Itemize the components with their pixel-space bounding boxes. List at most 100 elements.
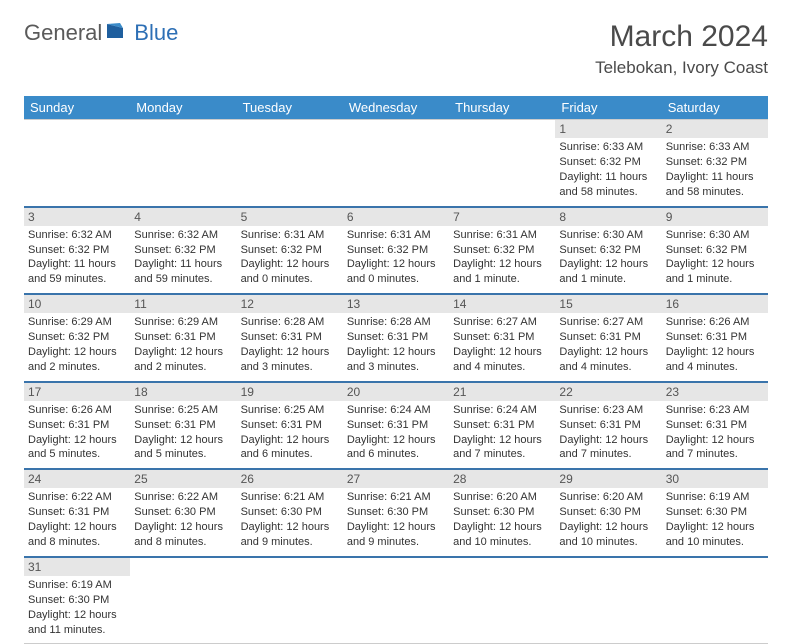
empty-cell	[662, 557, 768, 644]
day-cell: 21Sunrise: 6:24 AMSunset: 6:31 PMDayligh…	[449, 382, 555, 470]
calendar-week-row: 10Sunrise: 6:29 AMSunset: 6:32 PMDayligh…	[24, 294, 768, 382]
sunset-text: Sunset: 6:31 PM	[28, 505, 126, 520]
day-detail: Sunrise: 6:27 AMSunset: 6:31 PMDaylight:…	[559, 315, 657, 374]
day-cell: 8Sunrise: 6:30 AMSunset: 6:32 PMDaylight…	[555, 207, 661, 295]
day-detail: Sunrise: 6:21 AMSunset: 6:30 PMDaylight:…	[241, 490, 339, 549]
flag-icon	[106, 22, 132, 45]
sunset-text: Sunset: 6:30 PM	[666, 505, 764, 520]
sunset-text: Sunset: 6:32 PM	[453, 243, 551, 258]
day-number: 6	[343, 208, 449, 226]
calendar-body: 1Sunrise: 6:33 AMSunset: 6:32 PMDaylight…	[24, 120, 768, 644]
day-number: 25	[130, 470, 236, 488]
sunrise-text: Sunrise: 6:31 AM	[347, 228, 445, 243]
day-number: 1	[555, 120, 661, 138]
sunset-text: Sunset: 6:30 PM	[241, 505, 339, 520]
sunrise-text: Sunrise: 6:27 AM	[453, 315, 551, 330]
sunset-text: Sunset: 6:31 PM	[347, 418, 445, 433]
day-header: Friday	[555, 96, 661, 120]
sunset-text: Sunset: 6:31 PM	[241, 418, 339, 433]
daylight-text: Daylight: 12 hours and 8 minutes.	[28, 520, 126, 550]
day-cell: 1Sunrise: 6:33 AMSunset: 6:32 PMDaylight…	[555, 120, 661, 207]
sunset-text: Sunset: 6:31 PM	[559, 330, 657, 345]
day-header: Thursday	[449, 96, 555, 120]
empty-cell	[24, 120, 130, 207]
sunset-text: Sunset: 6:30 PM	[453, 505, 551, 520]
day-cell: 7Sunrise: 6:31 AMSunset: 6:32 PMDaylight…	[449, 207, 555, 295]
sunrise-text: Sunrise: 6:24 AM	[347, 403, 445, 418]
empty-cell	[343, 557, 449, 644]
daylight-text: Daylight: 12 hours and 2 minutes.	[28, 345, 126, 375]
day-detail: Sunrise: 6:32 AMSunset: 6:32 PMDaylight:…	[28, 228, 126, 287]
day-number: 9	[662, 208, 768, 226]
sunrise-text: Sunrise: 6:19 AM	[666, 490, 764, 505]
logo: General Blue	[24, 20, 178, 46]
day-cell: 6Sunrise: 6:31 AMSunset: 6:32 PMDaylight…	[343, 207, 449, 295]
sunrise-text: Sunrise: 6:33 AM	[559, 140, 657, 155]
day-number: 12	[237, 295, 343, 313]
day-number: 19	[237, 383, 343, 401]
day-cell: 14Sunrise: 6:27 AMSunset: 6:31 PMDayligh…	[449, 294, 555, 382]
sunset-text: Sunset: 6:30 PM	[28, 593, 126, 608]
day-number: 18	[130, 383, 236, 401]
day-detail: Sunrise: 6:31 AMSunset: 6:32 PMDaylight:…	[453, 228, 551, 287]
day-header: Sunday	[24, 96, 130, 120]
day-detail: Sunrise: 6:24 AMSunset: 6:31 PMDaylight:…	[453, 403, 551, 462]
day-cell: 13Sunrise: 6:28 AMSunset: 6:31 PMDayligh…	[343, 294, 449, 382]
day-cell: 18 Sunrise: 6:25 AMSunset: 6:31 PMDayligh…	[130, 382, 236, 470]
day-number: 24	[24, 470, 130, 488]
day-detail: Sunrise: 6:28 AMSunset: 6:31 PMDaylight:…	[241, 315, 339, 374]
day-detail: Sunrise: 6:29 AMSunset: 6:31 PMDaylight:…	[134, 315, 232, 374]
day-detail: Sunrise: 6:30 AMSunset: 6:32 PMDaylight:…	[666, 228, 764, 287]
calendar-table: SundayMondayTuesdayWednesdayThursdayFrid…	[24, 96, 768, 644]
sunset-text: Sunset: 6:31 PM	[666, 330, 764, 345]
sunset-text: Sunset: 6:32 PM	[28, 243, 126, 258]
empty-cell	[343, 120, 449, 207]
day-cell: 23Sunrise: 6:23 AMSunset: 6:31 PMDayligh…	[662, 382, 768, 470]
daylight-text: Daylight: 12 hours and 11 minutes.	[28, 608, 126, 638]
sunset-text: Sunset: 6:31 PM	[453, 418, 551, 433]
calendar-week-row: 3Sunrise: 6:32 AMSunset: 6:32 PMDaylight…	[24, 207, 768, 295]
day-cell: 28Sunrise: 6:20 AMSunset: 6:30 PMDayligh…	[449, 469, 555, 557]
day-detail: Sunrise: 6:20 AMSunset: 6:30 PMDaylight:…	[559, 490, 657, 549]
day-detail: Sunrise: 6:22 AMSunset: 6:31 PMDaylight:…	[28, 490, 126, 549]
header: General Blue March 2024 Telebokan, Ivory…	[24, 20, 768, 78]
day-cell: 4Sunrise: 6:32 AMSunset: 6:32 PMDaylight…	[130, 207, 236, 295]
sunrise-text: Sunrise: 6:26 AM	[28, 403, 126, 418]
daylight-text: Daylight: 12 hours and 10 minutes.	[559, 520, 657, 550]
sunrise-text: Sunrise: 6:22 AM	[28, 490, 126, 505]
day-detail: Sunrise: 6:25 AMSunset: 6:31 PMDaylight:…	[134, 403, 232, 462]
empty-cell	[130, 120, 236, 207]
day-number: 22	[555, 383, 661, 401]
calendar-week-row: 1Sunrise: 6:33 AMSunset: 6:32 PMDaylight…	[24, 120, 768, 207]
day-detail: Sunrise: 6:31 AMSunset: 6:32 PMDaylight:…	[241, 228, 339, 287]
day-cell: 31Sunrise: 6:19 AMSunset: 6:30 PMDayligh…	[24, 557, 130, 644]
daylight-text: Daylight: 12 hours and 4 minutes.	[453, 345, 551, 375]
sunset-text: Sunset: 6:32 PM	[347, 243, 445, 258]
day-header: Monday	[130, 96, 236, 120]
day-number: 14	[449, 295, 555, 313]
daylight-text: Daylight: 12 hours and 1 minute.	[666, 257, 764, 287]
title-block: March 2024 Telebokan, Ivory Coast	[595, 20, 768, 78]
day-number: 4	[130, 208, 236, 226]
daylight-text: Daylight: 12 hours and 1 minute.	[453, 257, 551, 287]
daylight-text: Daylight: 12 hours and 7 minutes.	[559, 433, 657, 463]
daylight-text: Daylight: 12 hours and 1 minute.	[559, 257, 657, 287]
logo-text-general: General	[24, 20, 102, 46]
empty-cell	[449, 557, 555, 644]
daylight-text: Daylight: 12 hours and 4 minutes.	[559, 345, 657, 375]
daylight-text: Daylight: 12 hours and 7 minutes.	[666, 433, 764, 463]
daylight-text: Daylight: 12 hours and 0 minutes.	[241, 257, 339, 287]
sunset-text: Sunset: 6:31 PM	[559, 418, 657, 433]
daylight-text: Daylight: 12 hours and 4 minutes.	[666, 345, 764, 375]
sunset-text: Sunset: 6:31 PM	[134, 330, 232, 345]
daylight-text: Daylight: 11 hours and 59 minutes.	[134, 257, 232, 287]
sunrise-text: Sunrise: 6:30 AM	[559, 228, 657, 243]
sunset-text: Sunset: 6:31 PM	[134, 418, 232, 433]
day-cell: 16Sunrise: 6:26 AMSunset: 6:31 PMDayligh…	[662, 294, 768, 382]
daylight-text: Daylight: 12 hours and 5 minutes.	[134, 433, 232, 463]
day-cell: 25Sunrise: 6:22 AMSunset: 6:30 PMDayligh…	[130, 469, 236, 557]
sunset-text: Sunset: 6:31 PM	[347, 330, 445, 345]
daylight-text: Daylight: 11 hours and 59 minutes.	[28, 257, 126, 287]
sunrise-text: Sunrise: 6:21 AM	[241, 490, 339, 505]
day-detail: Sunrise: 6:26 AMSunset: 6:31 PMDaylight:…	[666, 315, 764, 374]
